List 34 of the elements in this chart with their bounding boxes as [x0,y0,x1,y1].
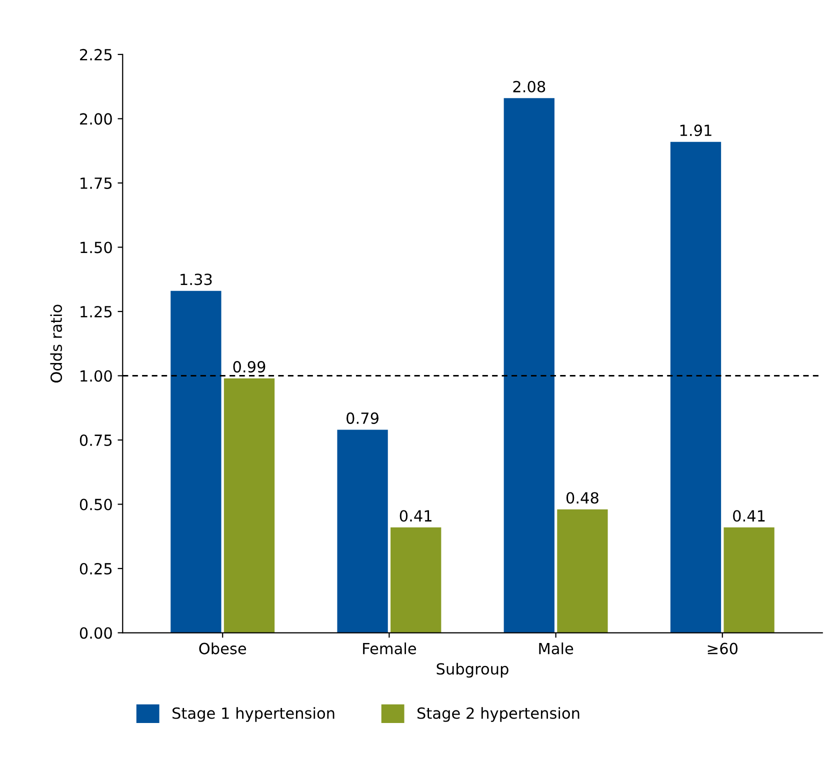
y-tick-label: 1.50 [80,242,112,254]
x-tick-label: Male [539,642,574,654]
data-label: 2.08 [513,80,546,92]
x-tick-label: Female [363,642,416,654]
y-tick-label: 0.75 [80,434,112,446]
legend-label: Stage 2 hypertension [418,707,580,722]
x-tick-label: Obese [199,642,246,654]
bar [337,430,388,633]
data-label: 1.33 [180,274,212,286]
y-axis-title: Odds ratio [50,304,62,382]
data-label: 1.91 [680,124,712,136]
y-tick-label: 0.25 [80,562,112,575]
y-tick-label: 0.00 [80,627,112,639]
bar [504,98,554,633]
bar [724,527,774,633]
x-tick-label: ≥60 [708,642,738,654]
legend-label: Stage 1 hypertension [172,707,334,722]
bar [390,527,442,633]
data-label: 0.48 [566,492,598,504]
bar [670,142,722,633]
bar [224,378,275,633]
y-tick-label: 2.00 [80,113,112,125]
data-label: 0.99 [233,361,266,373]
y-tick-label: 1.25 [80,306,112,318]
y-tick-label: 1.00 [80,370,112,382]
data-label: 0.41 [733,510,765,522]
data-label: 0.79 [346,412,378,424]
y-tick-label: 2.25 [80,48,112,60]
data-label: 0.41 [400,510,432,522]
bar [170,290,222,633]
y-tick-label: 1.75 [80,178,112,189]
bar [557,509,608,633]
x-axis-title: Subgroup [436,662,508,678]
y-tick-label: 0.50 [80,498,112,510]
